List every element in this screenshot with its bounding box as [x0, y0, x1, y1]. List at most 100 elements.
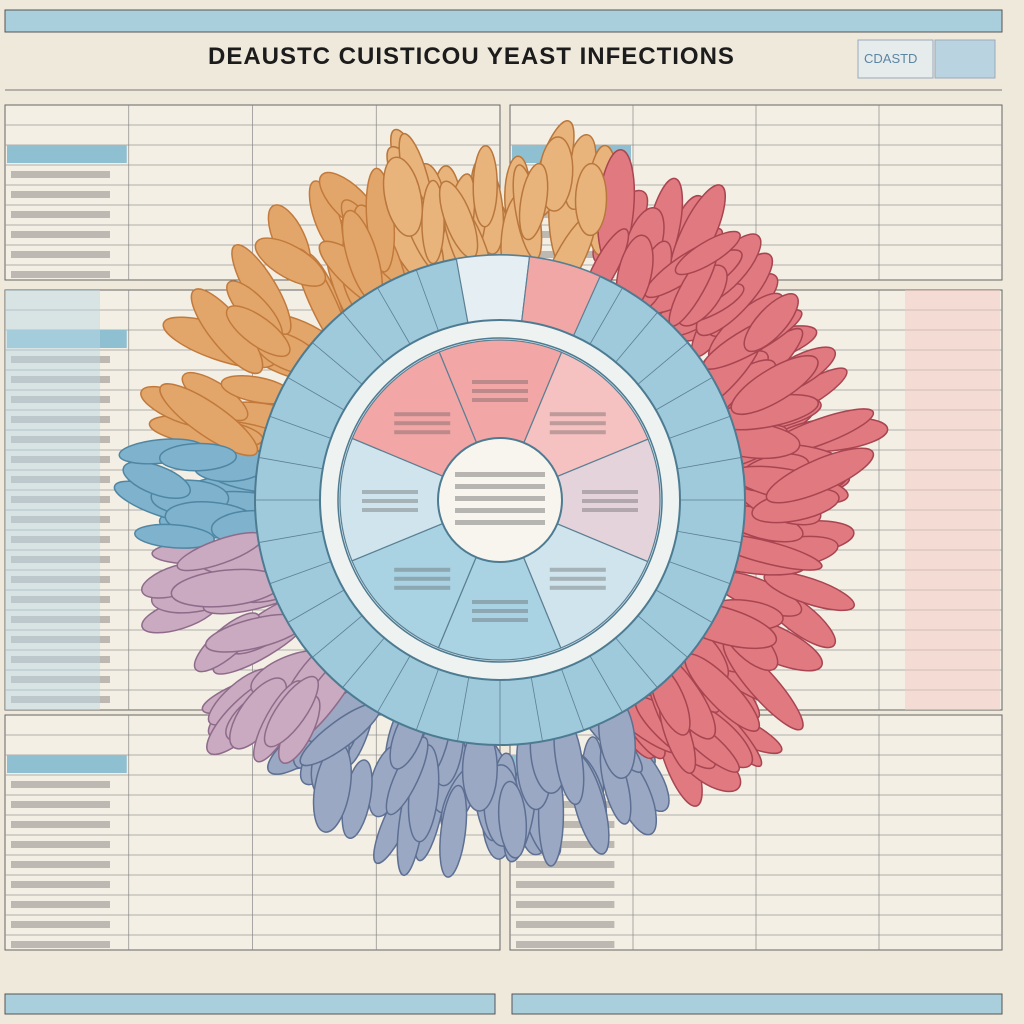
text-placeholder [11, 231, 110, 238]
ring-divider [589, 655, 623, 713]
ring-divider [377, 287, 411, 345]
text-placeholder [549, 412, 606, 417]
ring-divider [589, 287, 623, 345]
ring-divider [457, 677, 470, 742]
text-placeholder [472, 389, 528, 393]
text-placeholder [394, 576, 451, 581]
text-placeholder [11, 941, 110, 948]
text-placeholder [11, 921, 110, 928]
text-placeholder [455, 472, 545, 477]
ring-divider [615, 312, 658, 363]
text-placeholder [394, 430, 451, 435]
text-placeholder [516, 921, 615, 928]
fringe-blob [254, 237, 327, 287]
fringe-blob [472, 144, 498, 228]
fringe-blob [763, 571, 855, 612]
center-hub [437, 437, 563, 563]
text-placeholder [472, 609, 528, 613]
text-placeholder [11, 841, 110, 848]
text-placeholder [472, 618, 528, 622]
fringe-blob [765, 447, 875, 504]
text-placeholder [11, 801, 110, 808]
fringe-blob [263, 675, 319, 748]
text-placeholder [362, 508, 418, 512]
text-placeholder [455, 484, 545, 489]
text-placeholder [582, 499, 638, 503]
text-placeholder [582, 508, 638, 512]
top-bar [4, 9, 1003, 33]
text-placeholder [472, 380, 528, 384]
text-placeholder [11, 251, 110, 258]
ring-divider [258, 530, 323, 543]
side-highlight [905, 290, 1000, 710]
ring-divider [615, 637, 658, 688]
ring-divider [677, 530, 742, 543]
text-placeholder [394, 585, 451, 590]
fringe-blob [159, 383, 259, 457]
text-placeholder [11, 211, 110, 218]
text-placeholder [11, 901, 110, 908]
ring-divider [312, 342, 363, 385]
text-placeholder [472, 600, 528, 604]
table-header [7, 145, 127, 163]
text-placeholder [516, 901, 615, 908]
text-placeholder [394, 412, 451, 417]
text-placeholder [549, 567, 606, 572]
fringe-blob [382, 156, 423, 237]
badge-box-2 [934, 39, 996, 79]
fringe-blob [518, 162, 549, 241]
ring-divider [269, 415, 331, 439]
fringe-blob [122, 461, 191, 500]
text-placeholder [455, 520, 545, 525]
fringe-blob [225, 305, 291, 358]
ring-divider [287, 589, 345, 623]
text-placeholder [516, 821, 615, 828]
text-placeholder [582, 490, 638, 494]
ring-divider [669, 561, 731, 585]
ring-divider [669, 415, 731, 439]
text-placeholder [455, 508, 545, 513]
ring-divider [269, 561, 331, 585]
text-placeholder [11, 781, 110, 788]
side-highlight [5, 290, 100, 710]
text-placeholder [11, 821, 110, 828]
outer-segment [455, 254, 531, 324]
fringe-blob [439, 784, 468, 878]
text-placeholder [455, 496, 545, 501]
text-placeholder [516, 841, 615, 848]
badge-box [857, 39, 934, 79]
fringe-blob [730, 354, 819, 416]
text-placeholder [11, 881, 110, 888]
fringe-blob [158, 442, 238, 472]
text-placeholder [394, 567, 451, 572]
fringe-blob [574, 162, 608, 237]
fringe-blob [743, 293, 799, 353]
text-placeholder [472, 398, 528, 402]
ring-divider [637, 342, 688, 385]
page-title: DEAUSTC CUISTICOU YEAST INFECTIONS [208, 43, 735, 70]
bottom-bar [511, 993, 1003, 1015]
fringe-blob [674, 230, 741, 276]
ring-divider [561, 669, 585, 731]
text-placeholder [549, 430, 606, 435]
ring-divider [377, 655, 411, 713]
text-placeholder [549, 421, 606, 426]
text-placeholder [516, 801, 615, 808]
ring-divider [655, 589, 713, 623]
fringe-blob [385, 736, 429, 816]
ring-divider [655, 377, 713, 411]
ring-divider [677, 457, 742, 470]
fringe-blob [134, 523, 215, 549]
ring-divider [287, 377, 345, 411]
text-placeholder [516, 941, 615, 948]
text-placeholder [362, 490, 418, 494]
bottom-bar [4, 993, 496, 1015]
text-placeholder [11, 861, 110, 868]
ring-divider [258, 457, 323, 470]
text-placeholder [516, 881, 615, 888]
text-placeholder [362, 499, 418, 503]
text-placeholder [549, 585, 606, 590]
table-header [7, 755, 127, 773]
